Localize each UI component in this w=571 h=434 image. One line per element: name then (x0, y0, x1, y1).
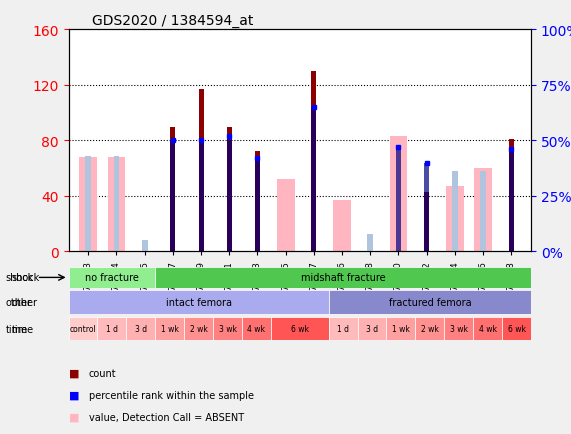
Bar (271, 317, 329, 341)
Bar (69, 317, 98, 341)
Text: other: other (11, 298, 38, 308)
Bar (277, 180, 295, 252)
Text: 1 wk: 1 wk (392, 324, 410, 333)
Text: 3 wk: 3 wk (450, 324, 468, 333)
Bar (509, 150, 514, 252)
Bar (213, 317, 242, 341)
Bar (98, 317, 126, 341)
Text: ■: ■ (69, 368, 79, 378)
Bar (480, 172, 486, 252)
Bar (389, 137, 407, 252)
Bar (424, 163, 429, 252)
Bar (184, 317, 213, 341)
Text: GDS2020 / 1384594_at: GDS2020 / 1384594_at (91, 14, 253, 28)
Bar (126, 317, 155, 341)
Text: ■: ■ (69, 412, 79, 421)
Bar (242, 317, 271, 341)
Bar (329, 317, 357, 341)
Bar (502, 317, 531, 341)
Text: time: time (11, 324, 34, 334)
Text: 3 wk: 3 wk (219, 324, 236, 333)
Bar (155, 317, 184, 341)
Bar (357, 317, 387, 341)
Bar (446, 187, 464, 252)
Text: 4 wk: 4 wk (247, 324, 266, 333)
Bar (114, 157, 119, 252)
Bar (170, 141, 175, 252)
Bar (85, 157, 91, 252)
Text: percentile rank within the sample: percentile rank within the sample (89, 390, 254, 400)
Bar (199, 90, 203, 252)
Bar (107, 158, 126, 252)
Bar (255, 159, 260, 252)
Bar (509, 140, 514, 252)
Text: time: time (6, 324, 28, 334)
Bar (199, 141, 203, 252)
Bar (142, 240, 148, 252)
Text: 2 wk: 2 wk (421, 324, 439, 333)
Bar (444, 317, 473, 341)
Bar (227, 127, 232, 252)
Text: value, Detection Call = ABSENT: value, Detection Call = ABSENT (89, 412, 244, 421)
Bar (170, 127, 175, 252)
Text: fractured femora: fractured femora (388, 298, 471, 308)
Text: ■: ■ (69, 390, 79, 400)
Text: 2 wk: 2 wk (190, 324, 207, 333)
Bar (69, 267, 155, 289)
Bar (333, 201, 351, 252)
Bar (424, 192, 429, 252)
Bar (255, 152, 260, 252)
Bar (227, 137, 232, 252)
Text: 4 wk: 4 wk (478, 324, 497, 333)
Bar (415, 317, 444, 341)
Text: intact femora: intact femora (166, 298, 232, 308)
Text: 1 d: 1 d (106, 324, 118, 333)
Bar (452, 172, 458, 252)
Text: 1 wk: 1 wk (161, 324, 179, 333)
Text: shock: shock (11, 273, 39, 283)
Text: 6 wk: 6 wk (508, 324, 525, 333)
Bar (155, 267, 531, 289)
Text: other: other (6, 298, 32, 308)
Text: control: control (70, 324, 96, 333)
Text: 3 d: 3 d (366, 324, 378, 333)
Bar (79, 158, 97, 252)
Bar (473, 317, 502, 341)
Bar (396, 148, 401, 252)
Bar (367, 234, 373, 252)
Text: shock: shock (6, 273, 34, 283)
Text: 1 d: 1 d (337, 324, 349, 333)
Text: midshaft fracture: midshaft fracture (301, 273, 385, 283)
Text: 3 d: 3 d (135, 324, 147, 333)
Bar (311, 108, 316, 252)
Bar (329, 291, 531, 315)
Bar (69, 291, 329, 315)
Bar (387, 317, 415, 341)
Text: no fracture: no fracture (85, 273, 139, 283)
Text: 6 wk: 6 wk (291, 324, 309, 333)
Bar (311, 72, 316, 252)
Text: count: count (89, 368, 116, 378)
Bar (474, 169, 492, 252)
